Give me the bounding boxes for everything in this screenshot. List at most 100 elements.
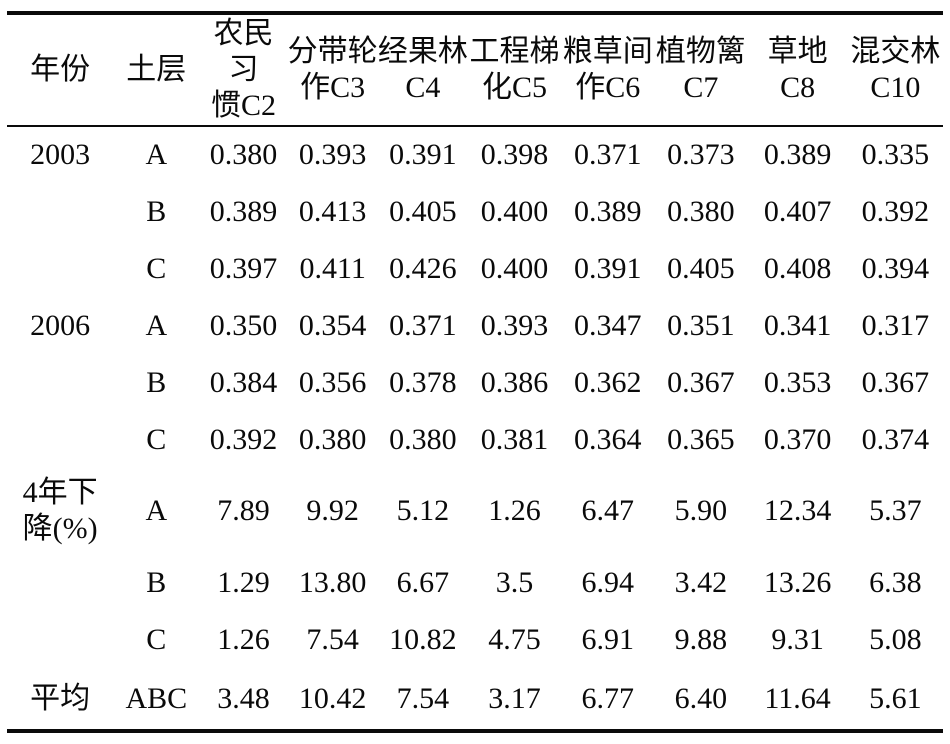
col-header-year: 年份 (7, 13, 114, 127)
soil-layer-cell: C (146, 622, 167, 656)
col-header-fruit-forest-c4: 经果林 C4 (377, 13, 468, 127)
value-cell: 6.91 (581, 622, 634, 656)
value-cell: 6.94 (581, 565, 634, 599)
value-cell: 3.17 (488, 681, 541, 715)
value-cell: 3.42 (674, 565, 728, 599)
value-cell: 0.381 (480, 422, 549, 456)
value-cell: 0.351 (667, 308, 735, 342)
value-cell: 0.371 (389, 308, 457, 342)
value-cell: 0.389 (573, 194, 642, 228)
value-cell: 6.40 (674, 681, 728, 715)
soil-layer-cell: C (146, 422, 167, 456)
value-cell: 0.380 (209, 138, 278, 171)
value-cell: 4.75 (488, 622, 541, 656)
soil-data-table: 年份 土层 农民习 惯C2 分带轮 作C3 经果林 C4 工程梯 化C5 粮草间… (7, 11, 943, 733)
value-cell: 9.88 (674, 622, 728, 656)
table-row: B 0.389 0.413 0.405 0.400 0.389 0.380 0.407 0.39… (7, 183, 943, 240)
soil-layer-cell: A (145, 138, 168, 171)
soil-layer-cell: B (146, 194, 167, 228)
year-cell (7, 411, 113, 468)
value-cell: 0.411 (299, 251, 366, 285)
value-cell: 3.48 (217, 681, 270, 715)
value-cell: 9.92 (306, 494, 359, 527)
value-cell: 0.392 (861, 194, 930, 228)
value-cell: 0.371 (573, 138, 642, 171)
value-cell: 10.42 (298, 681, 367, 715)
table-row: C 1.26 7.54 10.82 4.75 6.91 9.88 9.31 5.08 (7, 611, 943, 668)
col-header-terracing-c5: 工程梯 化C5 (467, 13, 562, 127)
col-header-grassland-c8: 草地 C8 (747, 13, 848, 127)
year-cell (7, 554, 113, 611)
soil-layer-cell: B (146, 365, 167, 399)
table-row: 2003 A 0.380 0.393 0.391 0.398 0.371 0.373 0.389… (7, 126, 943, 183)
value-cell: 5.90 (674, 494, 728, 527)
year-cell: 2006 (30, 308, 91, 342)
value-cell: 3.5 (495, 565, 534, 599)
value-cell: 0.392 (209, 422, 278, 456)
col-header-farmer-habit-c2: 农民习 惯C2 (199, 13, 288, 127)
year-cell (7, 240, 113, 297)
value-cell: 0.354 (298, 308, 367, 342)
value-cell: 13.26 (763, 565, 832, 599)
col-header-grain-grass-c6: 粮草间 作C6 (561, 13, 655, 127)
value-cell: 0.386 (480, 365, 549, 399)
table-row: 2006 A 0.350 0.354 0.371 0.393 0.347 0.351 0.341… (7, 297, 943, 354)
col-header-plant-hedge-c7: 植物篱 C7 (654, 13, 748, 127)
value-cell: 0.367 (667, 365, 735, 399)
value-cell: 0.400 (480, 251, 549, 285)
table-row: B 1.29 13.80 6.67 3.5 6.94 3.42 13.26 6.38 (7, 554, 943, 611)
value-cell: 0.380 (298, 422, 367, 456)
table-body: 2003 A 0.380 0.393 0.391 0.398 0.371 0.373 0.389… (7, 126, 943, 731)
value-cell: 11.64 (764, 681, 831, 715)
value-cell: 0.405 (667, 251, 735, 285)
value-cell: 0.373 (667, 138, 735, 171)
col-header-strip-rotation-c3: 分带轮 作C3 (287, 13, 378, 127)
soil-layer-cell: A (145, 494, 168, 527)
value-cell: 12.34 (763, 494, 832, 527)
table-row: C 0.397 0.411 0.426 0.400 0.391 0.405 0.408 0.39… (7, 240, 943, 297)
value-cell: 6.47 (581, 494, 634, 527)
year-cell: 4年下 降(%) (22, 476, 98, 545)
value-cell: 0.397 (209, 251, 278, 285)
col-header-mixed-forest-c10: 混交林 C10 (847, 13, 943, 127)
value-cell: 0.380 (389, 422, 457, 456)
value-cell: 7.54 (396, 681, 450, 715)
value-cell: 0.389 (763, 138, 832, 171)
value-cell: 0.408 (763, 251, 832, 285)
table-row: 平均 ABC 3.48 10.42 7.54 3.17 6.77 6.40 11.64 5.61 (7, 668, 943, 731)
value-cell: 0.426 (389, 251, 457, 285)
value-cell: 0.391 (573, 251, 642, 285)
year-cell (7, 611, 113, 668)
value-cell: 5.37 (869, 494, 922, 527)
soil-layer-cell: ABC (125, 681, 188, 715)
value-cell: 0.370 (763, 422, 832, 456)
table-row: B 0.384 0.356 0.378 0.386 0.362 0.367 0.353 0.36… (7, 354, 943, 411)
value-cell: 13.80 (298, 565, 367, 599)
value-cell: 0.356 (298, 365, 367, 399)
value-cell: 0.380 (667, 194, 735, 228)
value-cell: 0.367 (861, 365, 930, 399)
value-cell: 0.407 (763, 194, 832, 228)
soil-layer-cell: B (146, 565, 167, 599)
value-cell: 0.394 (861, 251, 930, 285)
value-cell: 0.365 (667, 422, 735, 456)
value-cell: 1.29 (217, 565, 270, 599)
value-cell: 0.378 (389, 365, 457, 399)
value-cell: 7.54 (306, 622, 359, 656)
value-cell: 0.400 (480, 194, 549, 228)
value-cell: 0.391 (389, 138, 457, 171)
value-cell: 7.89 (217, 494, 270, 527)
value-cell: 0.362 (573, 365, 642, 399)
year-cell (7, 354, 113, 411)
value-cell: 6.38 (869, 565, 922, 599)
value-cell: 0.405 (389, 194, 457, 228)
value-cell: 5.12 (396, 494, 450, 527)
value-cell: 0.364 (573, 422, 642, 456)
value-cell: 0.384 (209, 365, 278, 399)
value-cell: 0.398 (480, 138, 549, 171)
value-cell: 0.374 (861, 422, 930, 456)
value-cell: 6.67 (396, 565, 450, 599)
value-cell: 0.389 (209, 194, 278, 228)
year-cell: 2003 (30, 138, 91, 171)
soil-layer-cell: C (146, 251, 167, 285)
